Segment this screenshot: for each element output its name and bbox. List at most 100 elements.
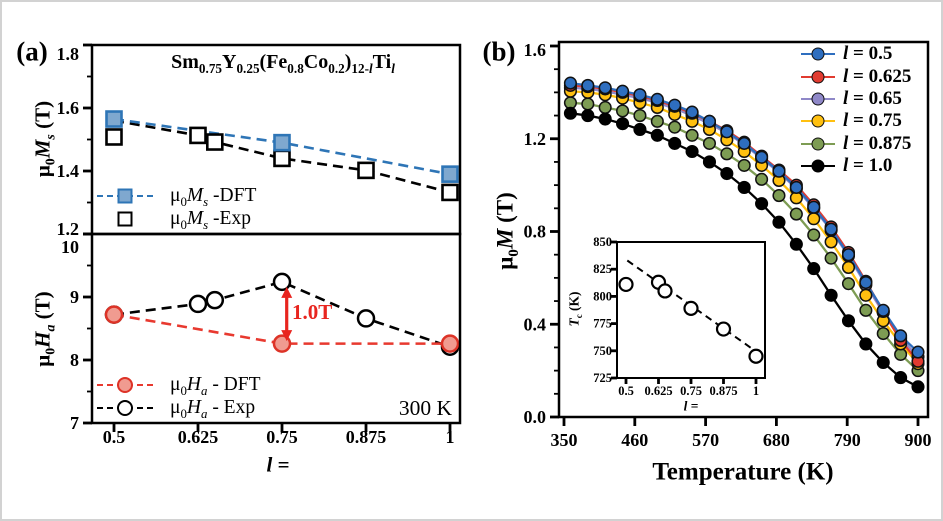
delta-annotation: 1.0T	[292, 300, 333, 324]
legend-label: l = 0.75	[843, 110, 902, 132]
x-tick-label: 0.75	[266, 427, 298, 447]
data-point-circle	[356, 309, 376, 328]
data-point-circle	[824, 235, 838, 249]
data-point-circle	[748, 348, 764, 364]
data-point-circle	[789, 237, 803, 251]
data-point-circle	[685, 144, 699, 159]
legend-marker-shape	[811, 114, 825, 128]
legend-marker-shape	[811, 159, 825, 173]
x-tick-label: 460	[621, 430, 648, 450]
x-tick-label: 0.625	[178, 427, 219, 447]
x-tick-label: 1	[446, 427, 455, 447]
y-tick-label: 800	[593, 289, 612, 303]
data-point-circle	[807, 228, 821, 242]
square-marker-icon	[96, 184, 154, 208]
data-point-circle	[440, 334, 460, 353]
y-tick-label: 10	[61, 237, 79, 257]
data-point-circle	[715, 321, 732, 337]
legend-entry: l = 0.5	[800, 43, 911, 65]
legend-entry: l = 1.0	[800, 155, 911, 177]
a-bottom-y-axis-label: μ0Ha (T)	[30, 291, 58, 367]
circle-marker-icon	[800, 43, 836, 65]
data-point-circle	[272, 272, 292, 292]
data-point-square	[105, 128, 123, 146]
x-tick-label: 0.625	[644, 384, 672, 398]
series-line	[113, 313, 450, 345]
data-point-circle	[807, 262, 821, 276]
legend-marker-shape	[811, 70, 825, 84]
data-point-circle	[668, 120, 682, 134]
data-point-circle	[859, 275, 873, 290]
data-point-circle	[807, 212, 821, 226]
x-tick-label: 0.5	[103, 427, 126, 447]
b-x-axis-label: Temperature (K)	[652, 458, 834, 486]
series-line	[113, 280, 451, 349]
y-tick-label: 850	[593, 235, 612, 249]
circle-marker-icon	[800, 65, 836, 87]
data-point-circle	[720, 125, 734, 139]
data-point-circle	[841, 248, 856, 262]
data-point-circle	[598, 100, 612, 114]
y-tick-label: 8	[70, 350, 79, 370]
data-point-circle	[772, 189, 786, 203]
data-point-circle	[789, 207, 803, 221]
data-point-circle	[841, 314, 856, 328]
data-point-square	[206, 133, 224, 151]
data-point-circle	[616, 117, 630, 131]
legend-label: μ0Ms -Exp	[170, 208, 251, 233]
data-point-square	[273, 133, 291, 152]
x-tick-label: 350	[551, 430, 578, 450]
x-tick-label: 0.75	[680, 384, 702, 398]
y-tick-label: 1.4	[57, 161, 80, 181]
y-tick-label: 825	[593, 262, 612, 276]
data-point-circle	[755, 197, 769, 211]
data-point-circle	[911, 345, 925, 359]
data-point-circle	[650, 114, 664, 128]
data-point-circle	[668, 136, 682, 150]
circle-marker-icon	[800, 110, 836, 132]
data-point-circle	[668, 98, 682, 112]
chart-b: 0.0 0.4 0.8 1.2 1.6 350 460 570 680 790 900	[524, 40, 932, 450]
data-point-circle	[633, 122, 647, 137]
y-tick-label: 775	[593, 317, 612, 331]
data-point-circle	[894, 329, 908, 343]
chart-a-bottom: 7 8 9 10 0.5 0.625 0.75 0.875 1	[61, 232, 462, 447]
data-point-circle	[581, 78, 595, 92]
data-point-circle	[772, 215, 786, 229]
data-point-circle	[876, 355, 890, 370]
legend-entry: l = 0.75	[800, 110, 911, 132]
legend-entry: l = 0.625	[800, 65, 911, 87]
composition-title: Sm0.75Y0.25(Fe0.8Co0.2)12-lTil	[171, 51, 395, 76]
data-point-circle	[859, 337, 873, 351]
data-point-circle	[702, 136, 717, 150]
legend-label: μ0Ms -DFT	[170, 184, 257, 209]
legend-entry: l = 0.65	[800, 88, 911, 110]
data-point-circle	[824, 251, 838, 265]
circle-marker-icon	[96, 373, 154, 397]
a-x-axis-label: l =	[266, 452, 290, 477]
data-point-circle	[772, 164, 786, 178]
legend-entry: μ0Ha - Exp	[96, 397, 261, 421]
legend-label: μ0Ha - Exp	[170, 397, 256, 422]
y-tick-label: 7	[70, 413, 79, 433]
data-point-circle	[657, 283, 673, 299]
b-y-axis-label: μ0M (T)	[492, 192, 523, 270]
plot-frame	[616, 241, 766, 379]
data-point-square	[273, 149, 291, 168]
data-point-circle	[789, 180, 803, 194]
legend-marker-shape	[811, 47, 825, 61]
legend-marker-shape	[811, 92, 825, 106]
data-point-circle	[859, 288, 873, 302]
legend-marker-shape	[117, 376, 133, 393]
circle-marker-icon	[800, 133, 836, 155]
x-tick-label: 0.5	[618, 384, 634, 398]
a-top-y-axis-label: μ0Ms (T)	[30, 100, 58, 178]
data-point-circle	[563, 76, 577, 90]
data-point-circle	[720, 166, 734, 181]
legend-entry: μ0Ms -Exp	[96, 208, 256, 232]
inset-y-axis-label: Tc (K)	[566, 291, 584, 327]
circle-marker-icon	[800, 88, 836, 110]
data-point-circle	[841, 277, 856, 291]
